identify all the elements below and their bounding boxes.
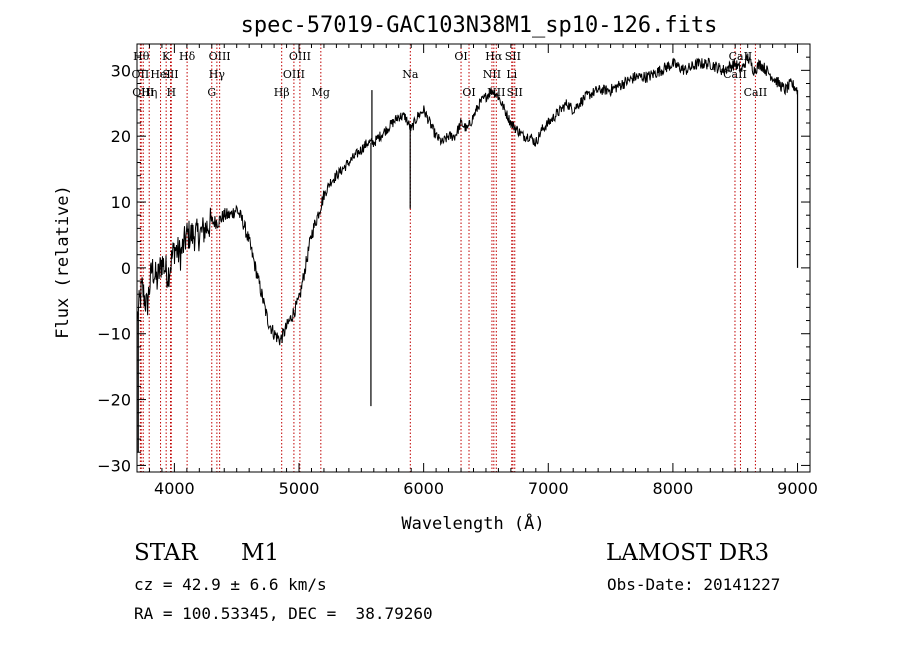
x-tick-label-6000: 6000: [403, 479, 444, 498]
x-tick-label-9000: 9000: [777, 479, 818, 498]
line-label-25: CaII: [723, 68, 747, 81]
y-axis-label: Flux (relative): [53, 185, 73, 339]
line-label-22: Li: [506, 68, 517, 81]
chart-title: spec-57019-GAC103N38M1_sp10-126.fits: [241, 13, 718, 38]
y-tick-label--10: −10: [97, 325, 131, 344]
line-label-5: K: [162, 50, 171, 63]
line-labels: HθOIIOIIIHηHeIKSIIHHδGHγOIIIHβOIIIOIIIMg…: [132, 50, 768, 99]
line-label-23: SII: [505, 50, 521, 63]
line-label-14: OIII: [289, 50, 311, 63]
line-label-24: SII: [507, 86, 523, 99]
line-label-21: NII: [487, 86, 505, 99]
spectrum-chart: spec-57019-GAC103N38M1_sp10-126.fits Hθ O…: [53, 13, 818, 534]
y-tick-label-20: 20: [111, 127, 131, 146]
spectrum-line: [137, 53, 798, 346]
line-label-9: G: [207, 86, 216, 99]
line-label-8: Hδ: [179, 50, 196, 63]
line-label-26: CaII: [729, 50, 753, 63]
line-markers: [139, 44, 756, 472]
y-tick-label-10: 10: [111, 193, 131, 212]
x-tick-label-4000: 4000: [154, 479, 195, 498]
x-tick-label-8000: 8000: [653, 479, 694, 498]
obsdate-text: Obs-Date: 20141227: [607, 575, 781, 594]
line-label-1: OII: [132, 68, 150, 81]
coords-text: RA = 100.53345, DEC = 38.79260: [134, 604, 433, 623]
line-label-10: Hγ: [209, 68, 226, 81]
line-label-12: Hβ: [274, 86, 290, 99]
line-label-15: Mg: [312, 86, 330, 99]
plot-frame: [136, 43, 811, 473]
subclass-label: M1: [241, 540, 280, 566]
line-label-3: Hη: [141, 86, 157, 99]
x-axis-ticks: 4000 5000 6000 7000 8000 9000: [148, 44, 818, 498]
line-label-2: OIII: [132, 86, 154, 99]
class-label: STAR: [134, 540, 198, 566]
y-tick-label--30: −30: [97, 456, 131, 475]
survey-label: LAMOST DR3: [606, 540, 770, 566]
line-label-0: Hθ: [133, 50, 150, 63]
y-tick-label-30: 30: [111, 61, 131, 80]
x-tick-label-7000: 7000: [528, 479, 569, 498]
line-label-20: Hα: [485, 50, 503, 63]
y-axis-ticks: −30 −20 −10 0 10 20 30: [97, 56, 810, 475]
redshift-text: cz = 42.9 ± 6.6 km/s: [134, 575, 327, 594]
line-label-4: HeI: [150, 68, 170, 81]
x-tick-label-5000: 5000: [279, 479, 320, 498]
line-label-6: SII: [162, 68, 178, 81]
line-label-17: OI: [454, 50, 467, 63]
y-tick-label-0: 0: [121, 259, 131, 278]
y-tick-label--20: −20: [97, 391, 131, 410]
spikes-layer: [137, 90, 799, 453]
line-label-11: OIII: [209, 50, 231, 63]
x-axis-label: Wavelength (Å): [401, 512, 544, 534]
line-label-7: H: [166, 86, 176, 99]
line-label-19: NII: [483, 68, 501, 81]
line-label-13: OIII: [283, 68, 305, 81]
line-label-27: CaII: [744, 86, 768, 99]
line-label-16: Na: [402, 68, 419, 81]
line-label-18: OI: [462, 86, 475, 99]
